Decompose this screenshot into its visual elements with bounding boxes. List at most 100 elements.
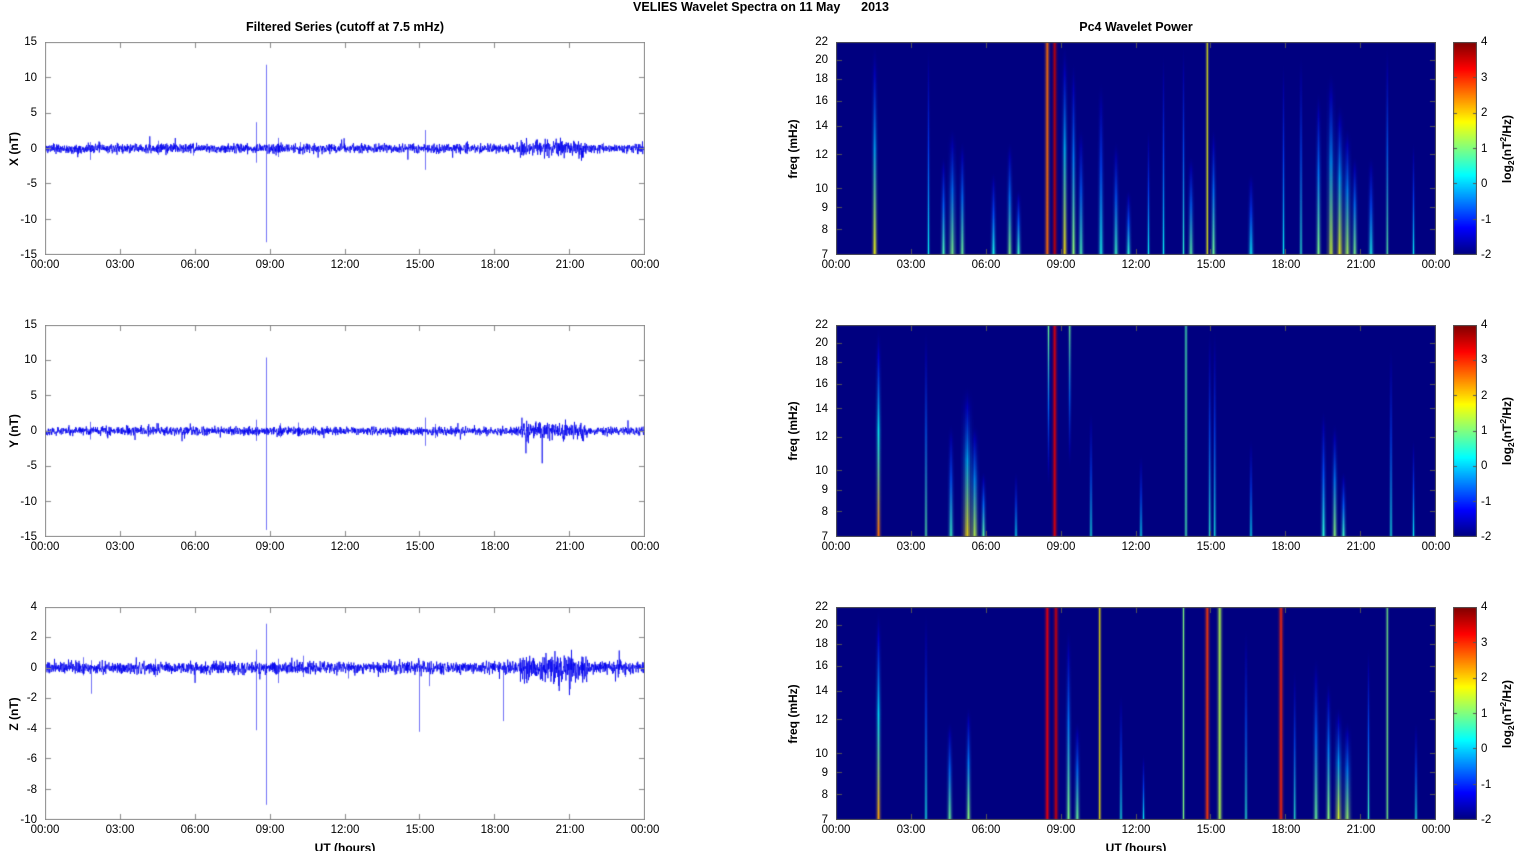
y-axis-tick-labels: 15 10 5 0 -5 -10 -15 <box>0 319 41 543</box>
tick-label: 15 <box>24 319 37 331</box>
tick-label: 12:00 <box>330 541 360 553</box>
tick-label: 09:00 <box>1046 541 1076 553</box>
tick-label: 18:00 <box>1271 824 1301 836</box>
wavelet-power-spectrogram-x <box>836 42 1436 255</box>
tick-label: 14 <box>815 402 828 415</box>
tick-label: 18:00 <box>1271 259 1301 271</box>
tick-label: 22 <box>815 36 828 48</box>
tick-label: 12 <box>815 431 828 444</box>
tick-label: -15 <box>20 531 37 543</box>
tick-label: 4 <box>30 601 37 613</box>
x-axis-tick-labels: 00:00 03:00 06:00 09:00 12:00 15:00 18:00 21:00… <box>822 541 1451 556</box>
tick-label: -1 <box>1481 495 1492 508</box>
tick-label: 0 <box>1481 460 1488 473</box>
tick-label: 15:00 <box>405 824 435 836</box>
tick-label: 4 <box>1481 36 1488 48</box>
tick-label: 03:00 <box>105 259 135 271</box>
tick-label: 18 <box>815 356 828 369</box>
colorbar <box>1453 607 1477 820</box>
tick-label: -5 <box>26 178 37 190</box>
tick-label: 20 <box>815 336 828 349</box>
tick-label: 06:00 <box>180 824 210 836</box>
tick-label: 2 <box>1481 389 1488 402</box>
tick-label: 15:00 <box>1196 259 1226 271</box>
tick-label: 20 <box>815 53 828 66</box>
tick-label: 0 <box>30 661 37 674</box>
tick-label: 0 <box>30 425 37 437</box>
tick-label: 18:00 <box>480 259 510 271</box>
tick-label: 2 <box>30 631 37 644</box>
tick-label: 3 <box>1481 636 1488 649</box>
tick-label: 12:00 <box>1121 541 1151 553</box>
tick-label: -6 <box>26 753 37 766</box>
tick-label: 09:00 <box>1046 259 1076 271</box>
x-axis-tick-labels: 00:00 03:00 06:00 09:00 12:00 15:00 18:00 21:00… <box>31 541 660 556</box>
tick-label: -2 <box>1481 814 1492 826</box>
tick-label: 00:00 <box>630 824 660 836</box>
tick-label: 9 <box>821 767 828 780</box>
tick-label: -1 <box>1481 778 1492 791</box>
tick-label: 00:00 <box>30 259 60 271</box>
tick-label: -8 <box>26 783 37 796</box>
tick-label: 4 <box>1481 319 1488 331</box>
tick-label: 3 <box>1481 71 1488 84</box>
y-axis-tick-labels: 4 2 0 -2 -4 -6 -8 -10 <box>0 601 41 826</box>
tick-label: 03:00 <box>896 541 926 553</box>
colorbar-tick-labels: 4 3 2 1 0 -1 -2 <box>1481 601 1517 826</box>
tick-label: -10 <box>20 495 37 508</box>
tick-label: 15:00 <box>1196 824 1226 836</box>
tick-label: -2 <box>26 692 37 705</box>
tick-label: 21:00 <box>555 824 585 836</box>
tick-label: -15 <box>20 249 37 261</box>
tick-label: 00:00 <box>630 259 660 271</box>
x-axis-tick-labels: 00:00 03:00 06:00 09:00 12:00 15:00 18:00 21:00… <box>822 824 1451 839</box>
tick-label: 18:00 <box>480 824 510 836</box>
tick-label: 03:00 <box>896 824 926 836</box>
tick-label: 00:00 <box>30 541 60 553</box>
tick-label: 00:00 <box>630 541 660 553</box>
tick-label: 12:00 <box>330 259 360 271</box>
colorbar <box>1453 42 1477 255</box>
tick-label: 18:00 <box>480 541 510 553</box>
tick-label: 12:00 <box>1121 259 1151 271</box>
tick-label: 00:00 <box>821 824 851 836</box>
freq-axis-tick-labels: 22 20 18 16 14 12 10 9 8 7 <box>798 36 832 261</box>
tick-label: 09:00 <box>255 541 285 553</box>
tick-label: 03:00 <box>896 259 926 271</box>
tick-label: 16 <box>815 660 828 673</box>
tick-label: 00:00 <box>1421 541 1451 553</box>
colorbar-tick-labels: 4 3 2 1 0 -1 -2 <box>1481 36 1517 261</box>
tick-label: 03:00 <box>105 824 135 836</box>
tick-label: 5 <box>30 389 37 402</box>
tick-label: 7 <box>821 814 828 826</box>
tick-label: 14 <box>815 685 828 698</box>
tick-label: 12:00 <box>1121 824 1151 836</box>
x-axis-label: UT (hours) <box>314 841 376 851</box>
tick-label: 10 <box>24 354 37 367</box>
tick-label: -5 <box>26 460 37 473</box>
filtered-series-plot-z <box>45 607 645 820</box>
tick-label: 06:00 <box>971 541 1001 553</box>
tick-label: 09:00 <box>1046 824 1076 836</box>
x-axis-tick-labels: 00:00 03:00 06:00 09:00 12:00 15:00 18:00 21:00… <box>822 259 1451 274</box>
tick-label: 18 <box>815 73 828 86</box>
freq-axis-tick-labels: 22 20 18 16 14 12 10 9 8 7 <box>798 601 832 826</box>
tick-label: 14 <box>815 120 828 133</box>
tick-label: -10 <box>20 213 37 226</box>
tick-label: 06:00 <box>971 824 1001 836</box>
tick-label: 21:00 <box>555 259 585 271</box>
x-axis-label: UT (hours) <box>1105 841 1167 851</box>
tick-label: 15:00 <box>405 541 435 553</box>
tick-label: 06:00 <box>180 541 210 553</box>
freq-axis-tick-labels: 22 20 18 16 14 12 10 9 8 7 <box>798 319 832 543</box>
tick-label: 7 <box>821 531 828 543</box>
tick-label: 10 <box>24 71 37 84</box>
tick-label: -10 <box>20 814 37 826</box>
right-column-title: Pc4 Wavelet Power <box>1079 20 1193 34</box>
tick-label: 21:00 <box>1346 824 1376 836</box>
colorbar <box>1453 325 1477 537</box>
tick-label: 00:00 <box>30 824 60 836</box>
tick-label: 10 <box>815 464 828 477</box>
x-axis-tick-labels: 00:00 03:00 06:00 09:00 12:00 15:00 18:00 21:00… <box>31 824 660 839</box>
